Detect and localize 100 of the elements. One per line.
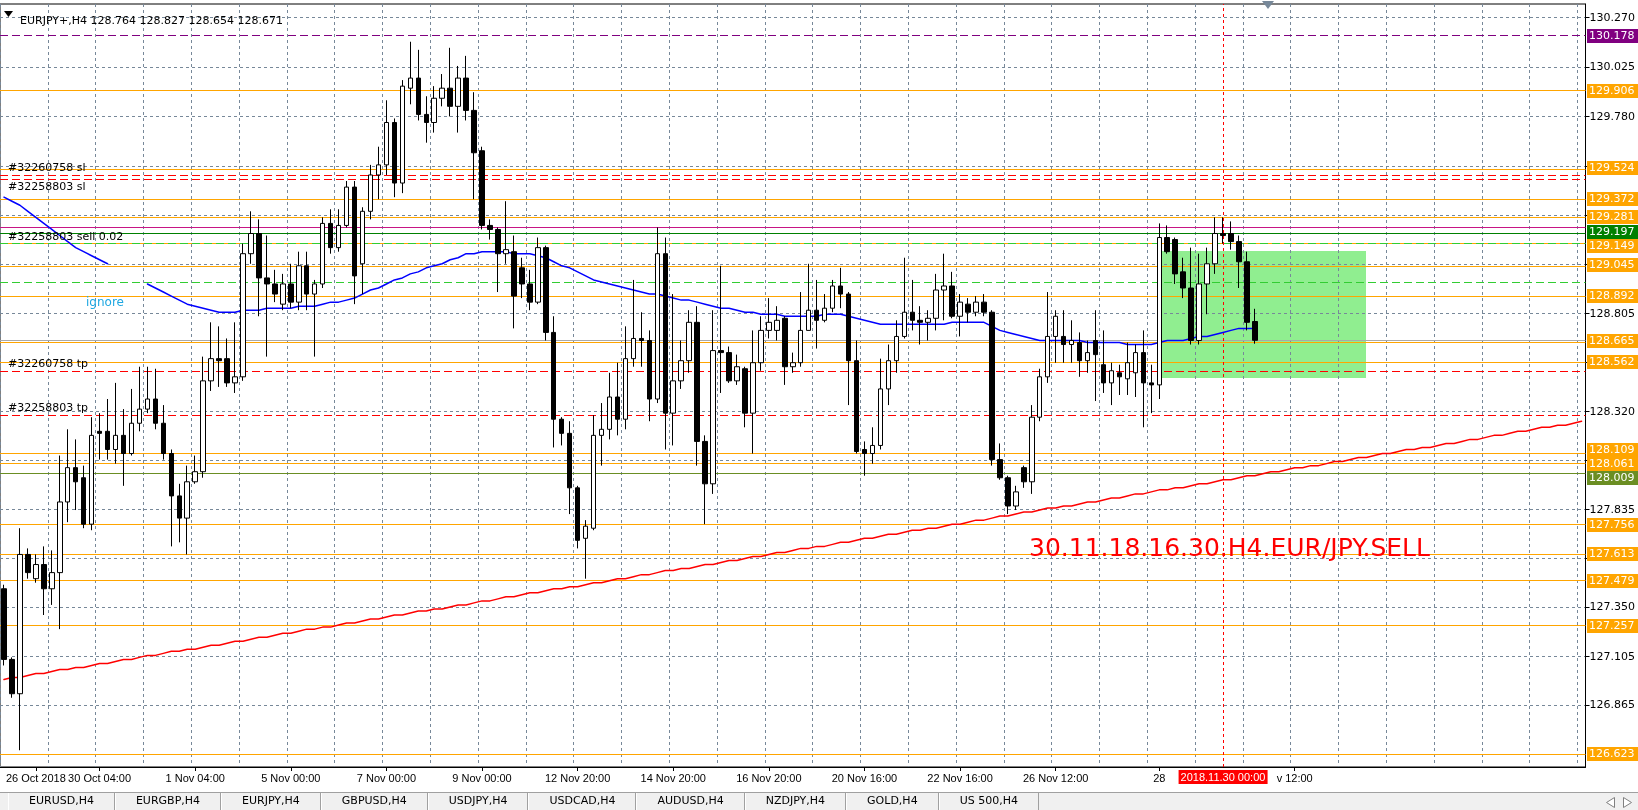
x-tick-label: 26 Nov 12:00 [1022, 771, 1089, 784]
candlestick [17, 527, 23, 751]
candlestick [1228, 220, 1234, 251]
candlestick [272, 269, 278, 303]
candlestick [710, 309, 716, 495]
x-tick-label: 26 Oct 2018 [5, 771, 66, 784]
candlestick [591, 414, 596, 531]
candlestick [471, 91, 477, 200]
candlestick [910, 279, 915, 331]
ref-line-label: 127.479 [1587, 573, 1638, 588]
candlestick [949, 271, 955, 319]
candlestick [670, 293, 676, 446]
candlestick [822, 293, 827, 323]
candlestick [1069, 319, 1074, 364]
candlestick [631, 279, 636, 368]
candlestick [639, 311, 644, 368]
candlestick [1005, 475, 1011, 515]
y-tick-label: 127.105 [1589, 649, 1636, 663]
candlestick [304, 251, 309, 311]
candlestick [862, 440, 867, 477]
candlestick [177, 483, 182, 543]
candlestick [1133, 344, 1138, 398]
candlestick [184, 465, 190, 555]
ref-line-label: 127.257 [1587, 618, 1638, 633]
ref-line-label: 129.045 [1587, 257, 1638, 272]
candlestick [320, 216, 325, 289]
candlestick [575, 485, 580, 549]
candlestick [1085, 339, 1090, 374]
candlestick [352, 180, 357, 305]
x-tick-label: 30 Oct 04:00 [68, 771, 132, 784]
candlestick [981, 293, 987, 317]
candlestick [129, 388, 134, 457]
candlestick [447, 47, 453, 117]
y-tick-label: 130.270 [1589, 11, 1636, 25]
candlestick [527, 269, 533, 311]
candlestick [838, 267, 843, 309]
candlestick [1037, 368, 1042, 422]
ref-line-label: 129.524 [1587, 161, 1638, 176]
text: AUDUSD,H4 [636, 793, 745, 810]
text: US 500,H4 [938, 793, 1039, 810]
candlestick [559, 416, 564, 446]
candlestick [694, 305, 700, 467]
candlestick [137, 366, 142, 432]
x-tick-label: 1 Nov 04:00 [165, 771, 225, 784]
x-tick-label: 22 Nov 16:00 [927, 771, 993, 784]
candlestick [41, 545, 47, 616]
candlestick [758, 315, 764, 372]
candlestick [280, 273, 286, 311]
candlestick [854, 339, 859, 455]
candlestick [89, 416, 94, 531]
candlestick [925, 309, 931, 341]
x-tick-label: 12 Nov 20:00 [544, 771, 611, 784]
candlestick [1196, 253, 1202, 346]
candlestick [503, 200, 509, 265]
candlestick [1141, 329, 1146, 428]
y-tick-label: 127.350 [1589, 600, 1636, 614]
candlestick [1061, 309, 1066, 364]
ref-line-label: 129.906 [1587, 83, 1638, 98]
candlestick [408, 41, 413, 105]
candlestick [997, 442, 1003, 481]
x-tick-label: 2018.11.30 00:00 [1178, 770, 1268, 784]
candlestick [73, 438, 78, 511]
candlestick [1252, 308, 1258, 345]
candlestick [1244, 251, 1250, 331]
x-tick-label: 7 Nov 00:00 [356, 771, 417, 784]
candlestick [1220, 216, 1226, 245]
ref-line-label: 128.109 [1587, 442, 1638, 457]
candlestick [655, 226, 660, 404]
ref-line-label: 127.756 [1587, 517, 1638, 532]
candlestick [368, 164, 373, 220]
candlestick [1157, 222, 1162, 400]
candlestick [161, 404, 166, 461]
candlestick [1204, 247, 1210, 315]
candlestick [878, 358, 883, 450]
candlestick [113, 382, 118, 465]
candlestick [384, 99, 389, 176]
candlestick [718, 265, 724, 394]
candlestick [511, 235, 517, 329]
candlestick [886, 344, 891, 406]
candlestick [424, 95, 429, 144]
ref-line-label: 129.197 [1587, 224, 1638, 239]
candlestick [917, 305, 923, 346]
candlestick [663, 237, 668, 450]
candlestick [1029, 404, 1035, 495]
candlestick [169, 448, 174, 547]
candlestick [264, 235, 270, 358]
candlestick [742, 366, 748, 428]
candlestick [814, 279, 819, 350]
candlestick [1021, 465, 1027, 489]
candlestick [200, 356, 206, 479]
y-tick-label: 128.320 [1589, 404, 1636, 418]
text: GOLD,H4 [846, 793, 939, 810]
candlestick [1013, 485, 1019, 511]
candlestick [1180, 257, 1186, 299]
candlestick [1109, 362, 1114, 406]
candlestick [607, 372, 612, 440]
candlestick [97, 412, 102, 461]
candlestick [1125, 342, 1130, 396]
x-tick-label: 9 Nov 00:00 [452, 771, 512, 784]
candlestick [551, 315, 556, 448]
